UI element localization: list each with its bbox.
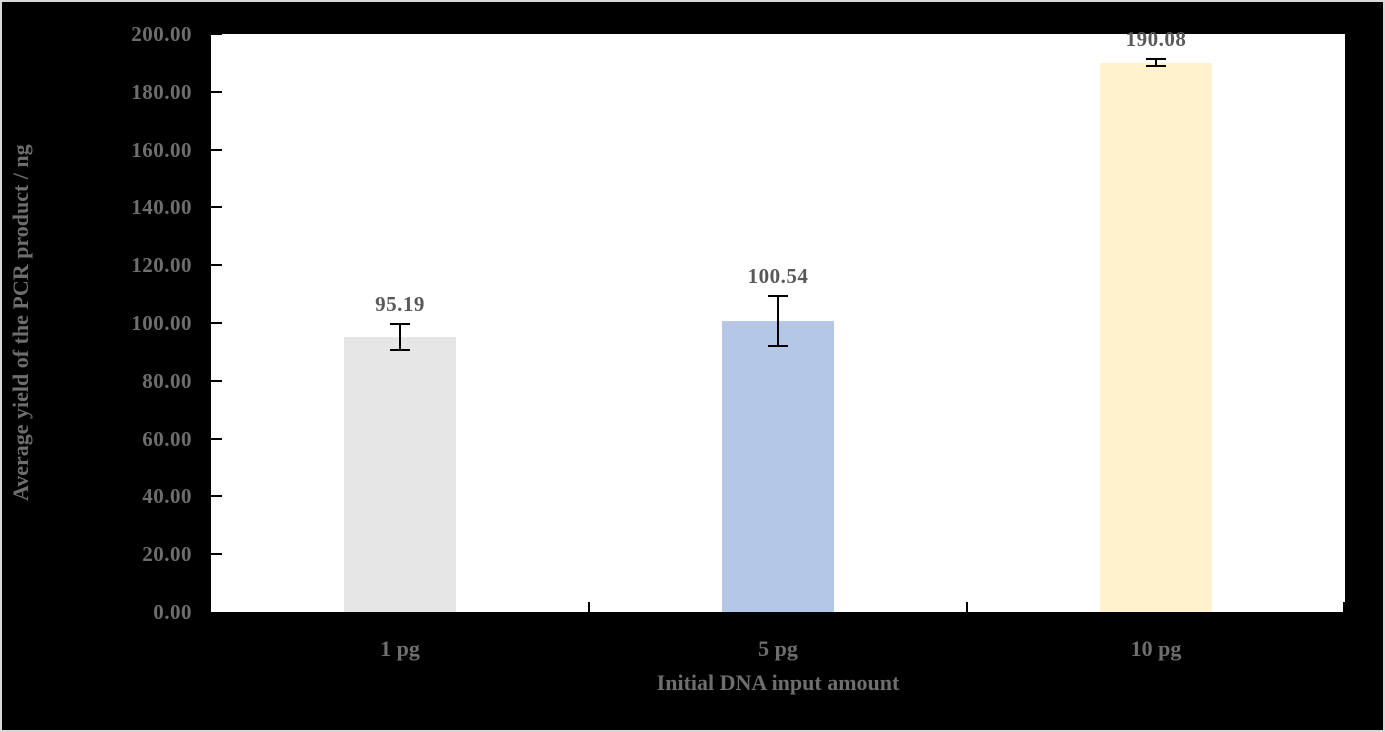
error-bar-cap-bottom — [768, 345, 788, 347]
y-tick-mark-60.00 — [211, 438, 222, 440]
y-tick-mark-20.00 — [211, 553, 222, 555]
y-tick-mark-200.00 — [211, 33, 222, 35]
y-tick-mark-180.00 — [211, 91, 222, 93]
x-axis-title: Initial DNA input amount — [656, 670, 900, 695]
data-label-5-pg: 100.54 — [747, 264, 809, 288]
y-tick-label-120.00: 120.00 — [131, 253, 192, 277]
bar-1-pg — [344, 337, 456, 612]
bar-5-pg — [722, 321, 834, 612]
y-tick-mark-120.00 — [211, 264, 222, 266]
y-tick-mark-80.00 — [211, 380, 222, 382]
y-tick-label-200.00: 200.00 — [131, 22, 192, 46]
y-tick-mark-160.00 — [211, 149, 222, 151]
y-tick-mark-140.00 — [211, 206, 222, 208]
y-tick-label-20.00: 20.00 — [142, 542, 192, 566]
data-label-10-pg: 190.08 — [1125, 27, 1187, 51]
x-category-label-10-pg: 10 pg — [1130, 636, 1182, 661]
error-bar-cap-top — [390, 323, 410, 325]
x-tick-mark-1 — [588, 602, 590, 612]
x-tick-mark-3 — [1343, 602, 1345, 612]
y-tick-label-100.00: 100.00 — [131, 311, 192, 335]
y-tick-label-80.00: 80.00 — [142, 369, 192, 393]
y-tick-label-40.00: 40.00 — [142, 484, 192, 508]
x-tick-mark-2 — [966, 602, 968, 612]
error-bar-cap-top — [768, 295, 788, 297]
x-category-label-5-pg: 5 pg — [758, 636, 798, 661]
y-tick-label-60.00: 60.00 — [142, 427, 192, 451]
x-category-label-1-pg: 1 pg — [380, 636, 420, 661]
y-tick-label-160.00: 160.00 — [131, 138, 192, 162]
y-tick-mark-40.00 — [211, 495, 222, 497]
bar-10-pg — [1100, 63, 1212, 612]
y-tick-mark-100.00 — [211, 322, 222, 324]
error-bar-line — [1155, 58, 1157, 67]
y-tick-label-180.00: 180.00 — [131, 80, 192, 104]
error-bar-line — [777, 295, 779, 347]
error-bar-cap-top — [1146, 58, 1166, 60]
y-tick-label-140.00: 140.00 — [131, 195, 192, 219]
data-label-1-pg: 95.19 — [375, 292, 425, 316]
plot-area: 95.19 100.54 190.08 — [211, 27, 1345, 612]
error-bar-line — [399, 323, 401, 351]
error-bar-cap-bottom — [390, 349, 410, 351]
error-bar-cap-bottom — [1146, 65, 1166, 67]
y-tick-label-0.00: 0.00 — [153, 600, 192, 624]
